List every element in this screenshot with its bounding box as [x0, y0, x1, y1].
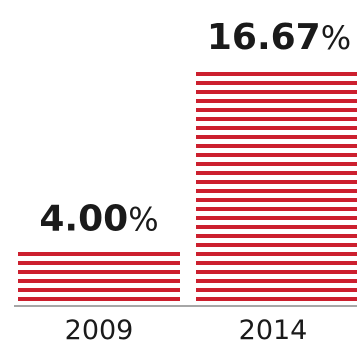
- bars-group: [18, 67, 357, 306]
- value-label-2009: 4.00%: [39, 199, 158, 240]
- category-label-2009: 2009: [65, 315, 134, 345]
- category-labels-group: 2009 2014: [65, 315, 308, 345]
- value-unit: %: [321, 19, 351, 57]
- value-label-2014: 16.67%: [207, 17, 351, 58]
- bar-2014: [196, 67, 357, 306]
- value-number: 4.00: [39, 199, 128, 240]
- bar-2009: [18, 248, 180, 306]
- value-labels-group: 4.00%16.67%: [39, 17, 351, 240]
- category-label-2014: 2014: [239, 315, 308, 345]
- value-unit: %: [128, 201, 158, 239]
- value-number: 16.67: [207, 17, 321, 58]
